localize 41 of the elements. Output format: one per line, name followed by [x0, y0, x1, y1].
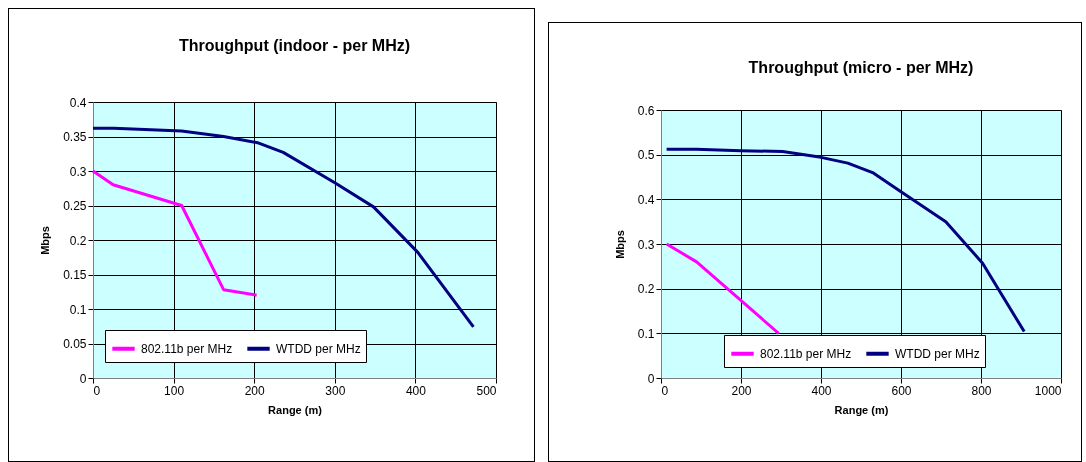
y-tick-label: 0.1	[637, 326, 655, 341]
x-axis-title: Range (m)	[268, 403, 323, 416]
y-tick-label: 0.15	[63, 268, 87, 282]
chart-title: Throughput (indoor - per MHz)	[178, 37, 411, 54]
x-tick-label: 200	[731, 383, 752, 398]
line-series	[91, 169, 259, 297]
line-series	[665, 147, 1026, 334]
line-series	[91, 126, 475, 329]
x-tick-label: 0	[93, 383, 101, 398]
legend-label: WTDD per MHz	[895, 346, 980, 361]
y-tick-label: 0.3	[69, 164, 87, 179]
y-tick-label: 0.2	[637, 282, 655, 297]
chart-title: Throughput (micro - per MHz)	[748, 59, 974, 76]
y-axis-title: Mbps	[39, 226, 52, 255]
x-tick-label: 800	[971, 383, 992, 398]
y-tick-label: 0.2	[69, 233, 87, 248]
legend-label: 802.11b per MHz	[141, 341, 233, 356]
y-tick-label: 0.25	[63, 199, 87, 213]
y-tick-label: 0.6	[637, 103, 655, 118]
x-tick-label: 200	[244, 383, 266, 398]
x-tick-label: 0	[661, 383, 669, 398]
x-tick-label: 400	[405, 383, 427, 398]
y-tick-label: 0.4	[69, 95, 87, 110]
x-tick-label: 400	[811, 383, 832, 398]
y-tick-label: 0.5	[637, 148, 655, 163]
x-tick-label: 300	[325, 383, 346, 398]
y-tick-label: 0	[647, 371, 655, 386]
y-tick-label: 0.05	[63, 337, 87, 351]
x-tick-label: 100	[164, 383, 185, 398]
y-axis-title: Mbps	[613, 230, 626, 259]
y-tick-label: 0.4	[637, 192, 655, 207]
x-tick-label: 600	[891, 383, 912, 398]
x-axis-title: Range (m)	[834, 403, 889, 416]
y-tick-label: 0.1	[69, 302, 87, 317]
y-tick-label: 0.3	[637, 237, 655, 252]
y-tick-label: 0.35	[63, 130, 87, 144]
legend-label: 802.11b per MHz	[760, 346, 852, 361]
legend-label: WTDD per MHz	[276, 341, 361, 356]
x-tick-label: 500	[476, 383, 497, 398]
y-tick-label: 0	[79, 371, 87, 386]
x-tick-label: 1000	[1034, 383, 1062, 398]
